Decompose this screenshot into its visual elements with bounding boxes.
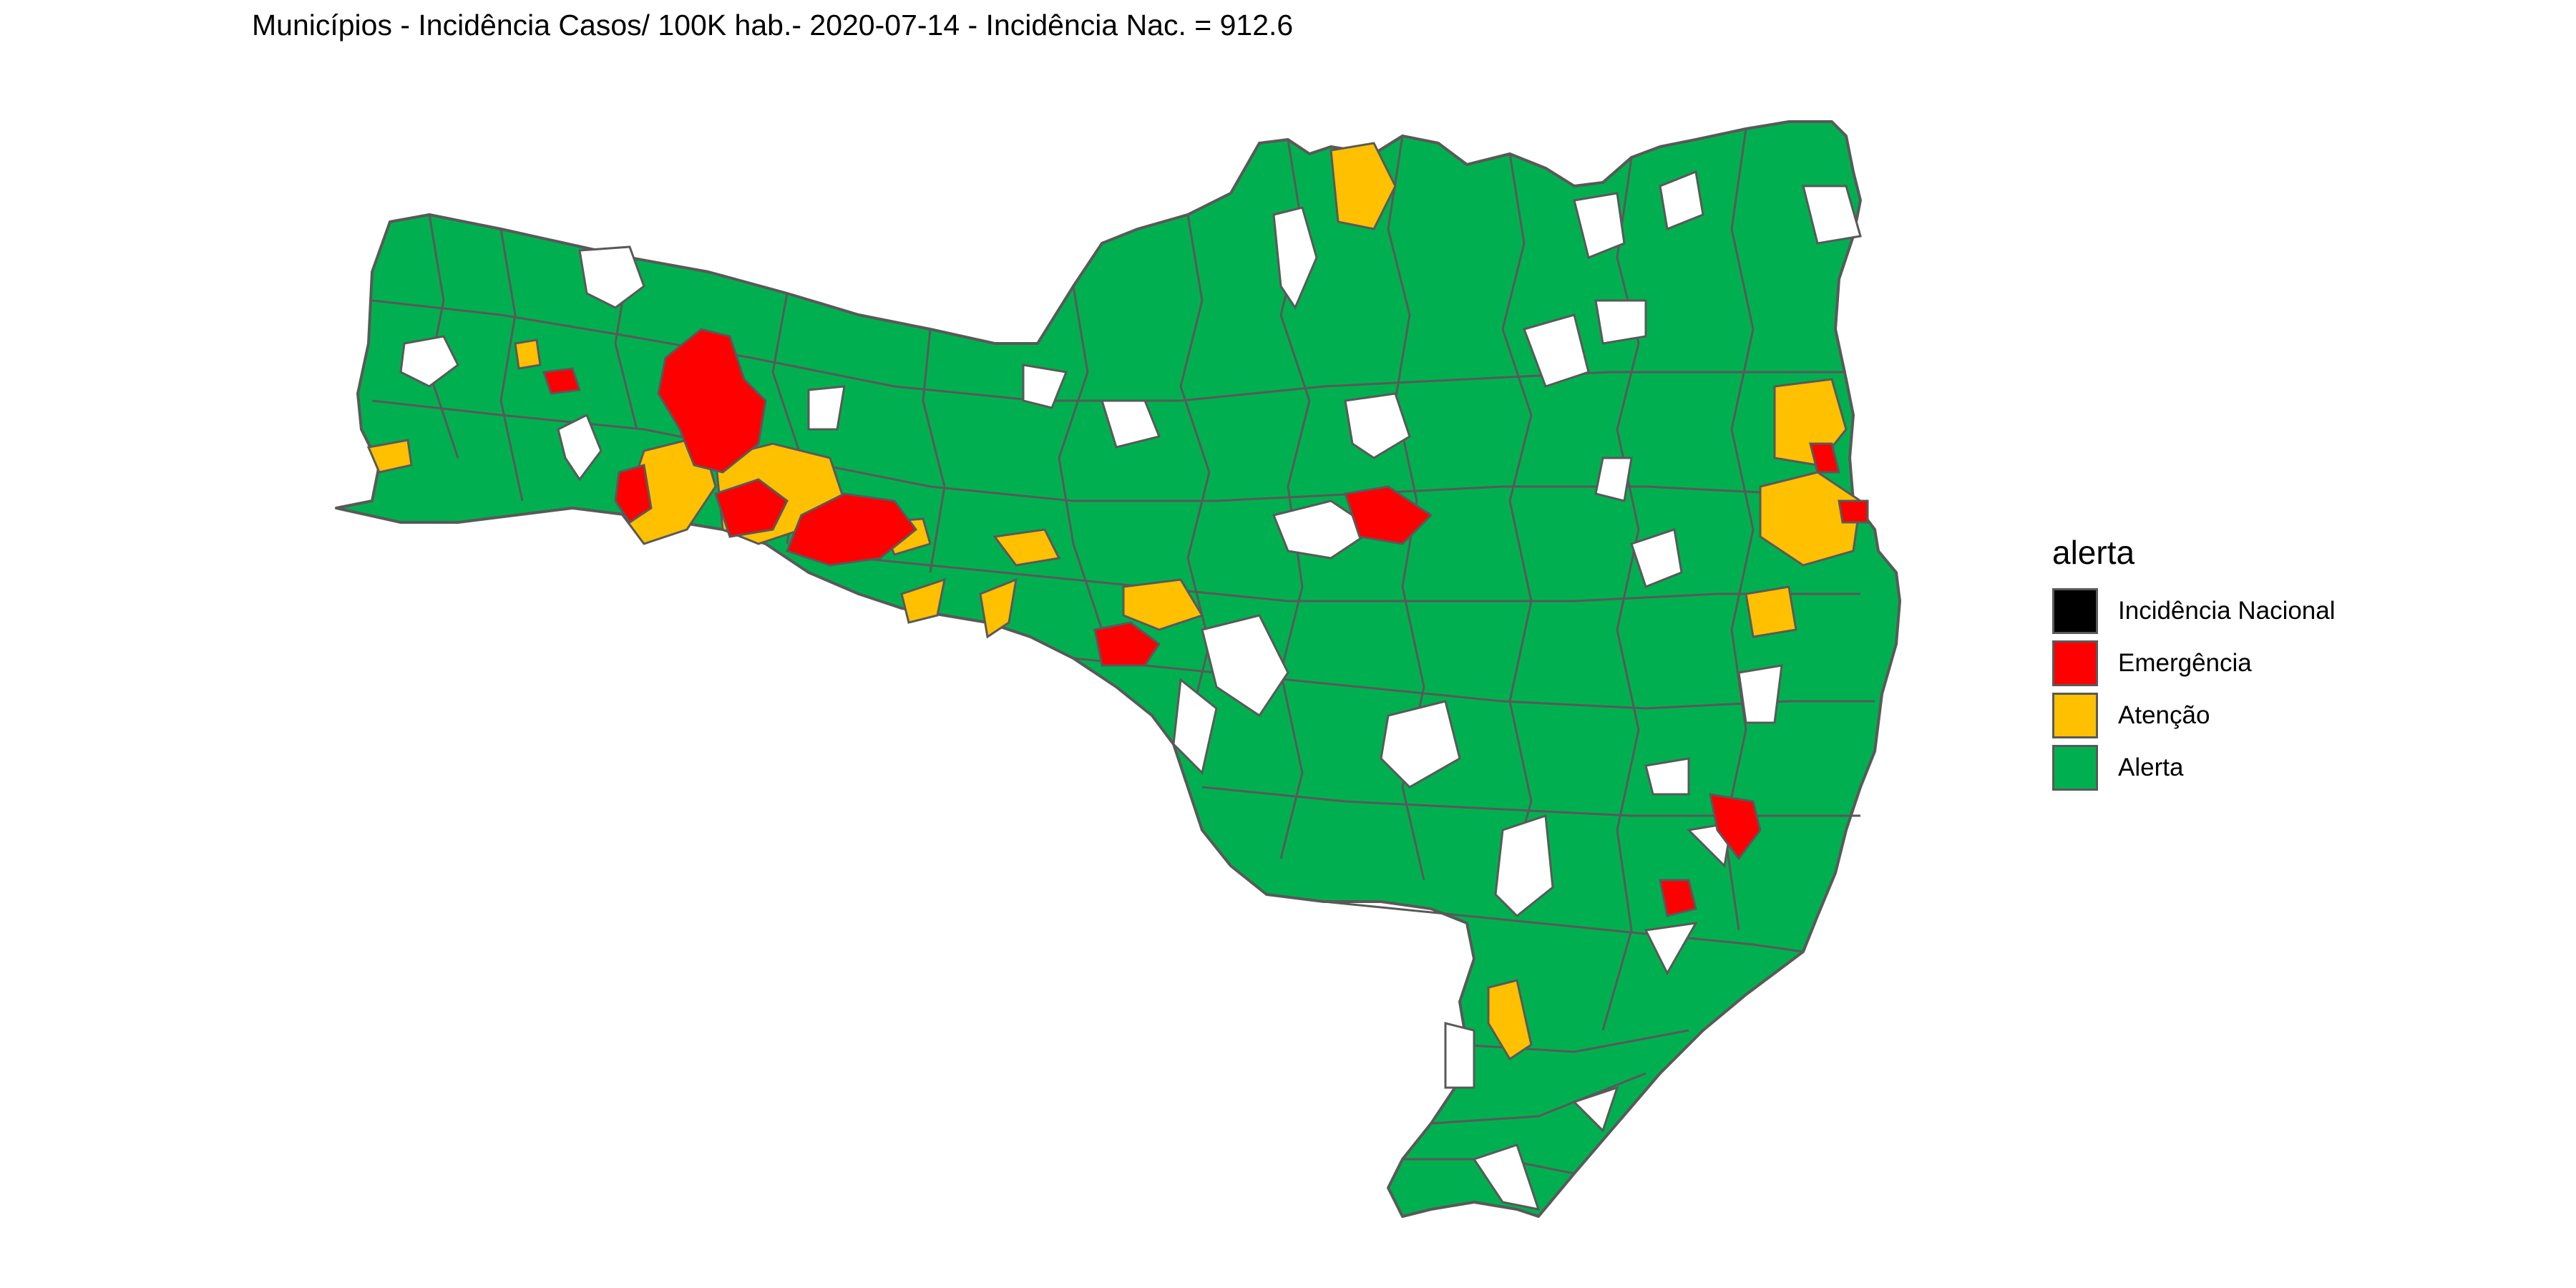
emergencia-municipalities [542, 328, 1869, 917]
legend-key-emergencia [2052, 640, 2098, 686]
legend-key-atencao [2052, 692, 2098, 738]
plot-title: Municípios - Incidência Casos/ 100K hab.… [252, 9, 1294, 42]
legend-key-incidencia-nacional [2052, 587, 2098, 634]
no-data-municipalities [399, 170, 1862, 1211]
legend-label: Incidência Nacional [2118, 596, 2336, 625]
legend-label: Alerta [2118, 753, 2184, 781]
legend-item-alerta: Alerta [2052, 741, 2336, 794]
legend-title: alerta [2052, 534, 2135, 571]
legend-label: Emergência [2118, 648, 2252, 677]
legend-label: Atenção [2118, 701, 2210, 729]
legend: alerta Incidência Nacional Emergência At… [2052, 533, 2336, 794]
legend-item-incidencia-nacional: Incidência Nacional [2052, 585, 2336, 637]
legend-item-atencao: Atenção [2052, 689, 2336, 741]
state-outline [335, 120, 1901, 1218]
legend-item-emergencia: Emergência [2052, 637, 2336, 689]
legend-key-alerta [2052, 744, 2098, 791]
